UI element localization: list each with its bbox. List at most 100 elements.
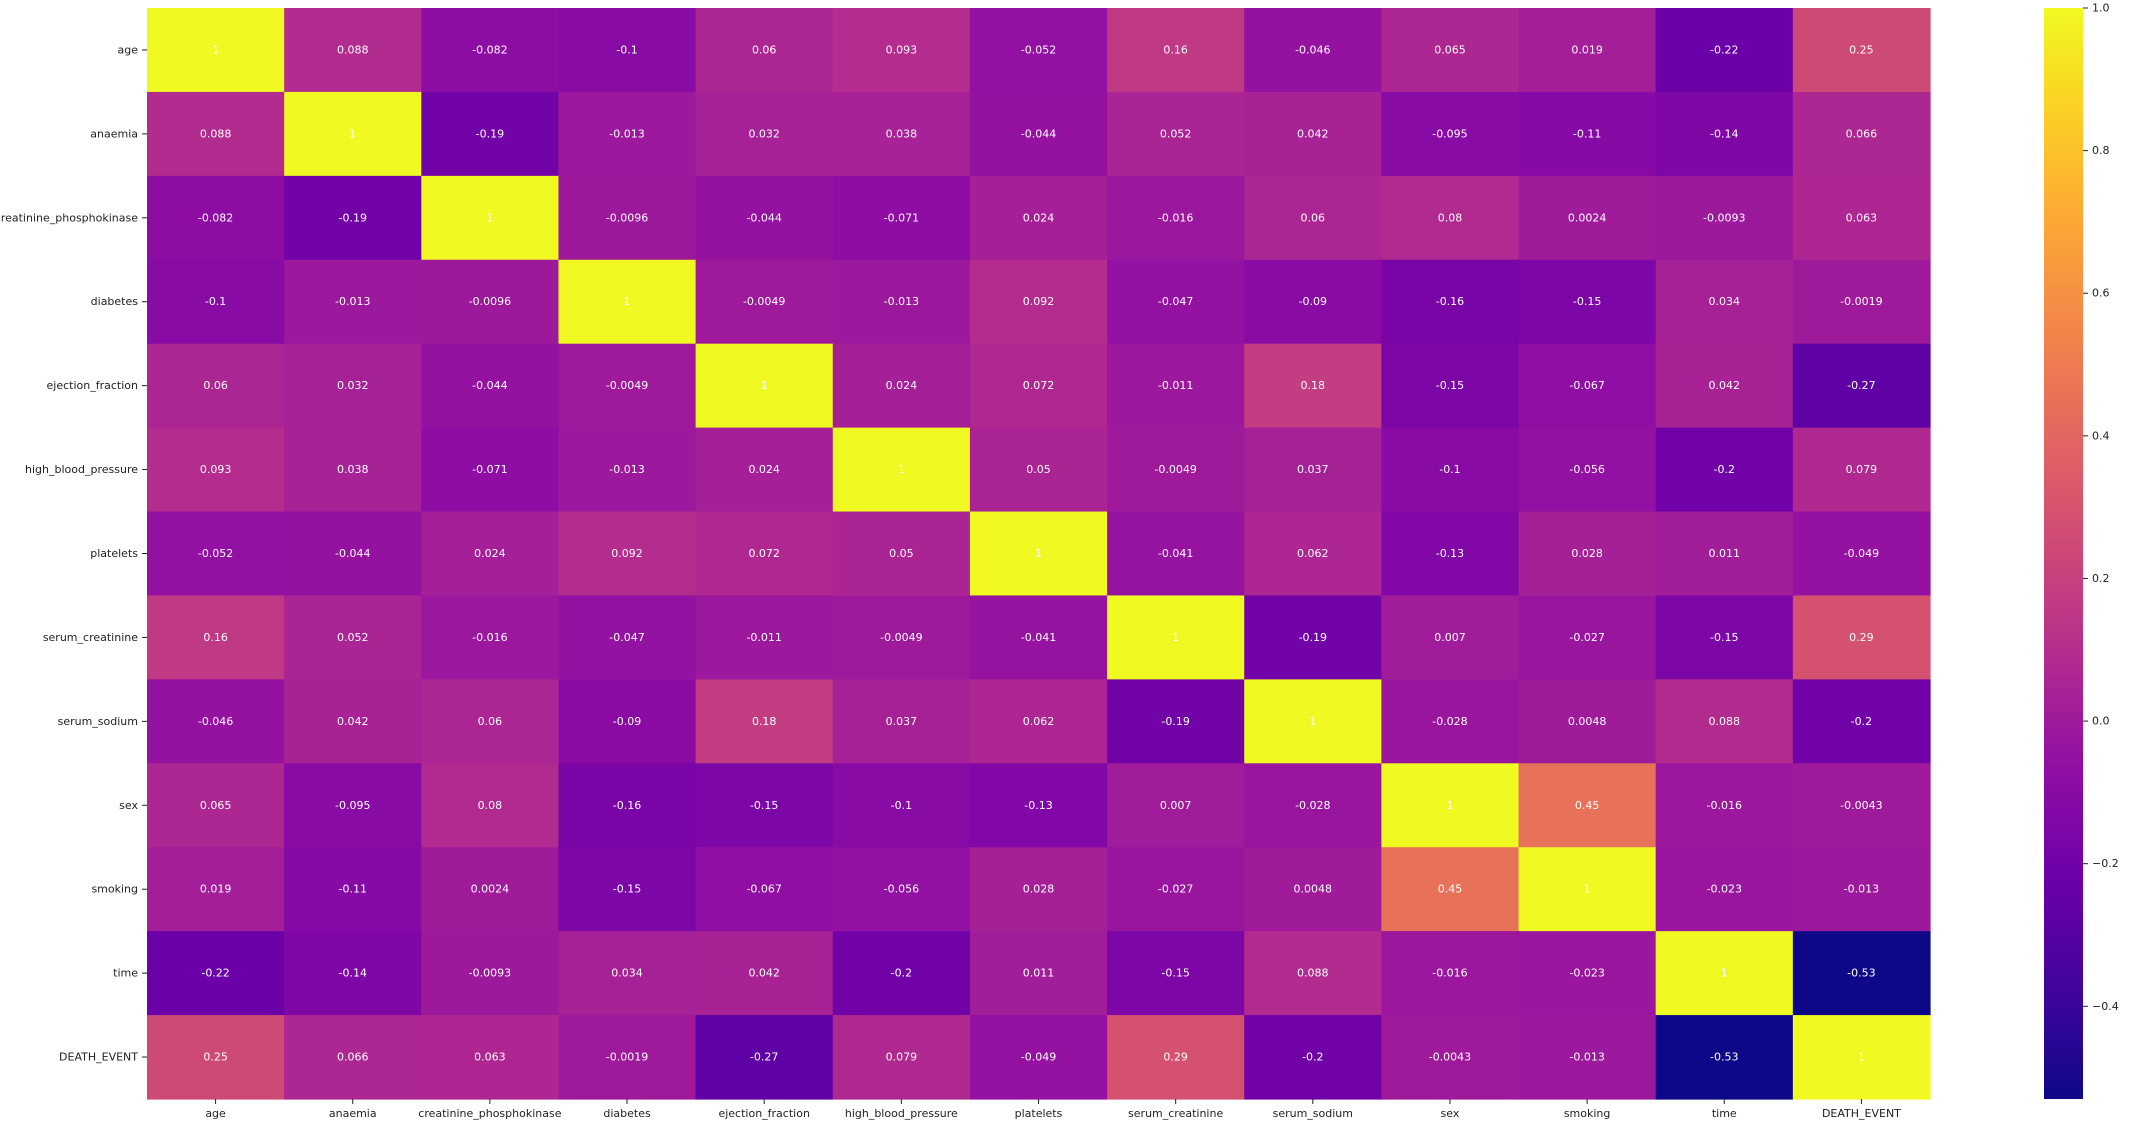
cell-value-label: -0.1 [1439, 463, 1460, 476]
cell-value-label: 0.024 [886, 379, 918, 392]
cell-value-label: -0.041 [1021, 631, 1056, 644]
cell-value-label: -0.19 [338, 211, 366, 224]
cell-value-label: -0.049 [1021, 1051, 1056, 1064]
heatmap-cell [1655, 511, 1794, 597]
cell-value-label: 0.028 [1571, 547, 1603, 560]
cell-value-label: 1 [349, 127, 356, 140]
heatmap-cell [969, 91, 1108, 177]
heatmap-cell [1107, 931, 1245, 1016]
cell-value-label: -0.13 [1436, 547, 1464, 560]
row-tick-label: DEATH_EVENT [59, 1051, 138, 1064]
heatmap-cell [695, 1015, 834, 1100]
heatmap-cell [832, 91, 971, 177]
row-tick-label: serum_sodium [58, 715, 138, 728]
cell-value-label: 0.028 [1023, 883, 1055, 896]
cell-value-label: -0.0019 [1840, 295, 1882, 308]
heatmap-cell [147, 511, 285, 597]
column-tick-label: creatinine_phosphokinase [418, 1107, 561, 1120]
cell-value-label: -0.013 [609, 463, 644, 476]
cell-value-label: -0.19 [476, 127, 504, 140]
heatmap-cell [1244, 595, 1382, 680]
heatmap-cell [1107, 259, 1245, 345]
heatmap-cell [558, 847, 697, 932]
cell-value-label: -0.15 [1436, 379, 1464, 392]
heatmap-cell [1244, 511, 1382, 597]
cell-value-label: -0.09 [613, 715, 641, 728]
heatmap-cell [1655, 847, 1794, 932]
heatmap-cell [1655, 595, 1794, 680]
cell-value-label: -0.041 [1158, 547, 1193, 560]
heatmap-cell [421, 931, 560, 1016]
cell-value-label: 0.066 [1846, 127, 1878, 140]
heatmap-cell [1792, 175, 1931, 261]
heatmap-cell [1381, 1015, 1520, 1100]
heatmap-cell [969, 343, 1108, 429]
heatmap-cell [1792, 763, 1931, 848]
heatmap-cell [1244, 175, 1382, 261]
cell-value-label: -0.013 [884, 295, 919, 308]
row-tick-label: platelets [90, 547, 138, 560]
cell-value-label: -0.15 [613, 883, 641, 896]
column-tick-labels: age anaemia creatinine_phosphokinase diabet… [205, 1099, 1901, 1120]
heatmap-cell [969, 931, 1108, 1016]
heatmap-cell [832, 931, 971, 1016]
heatmap-cell [421, 679, 560, 764]
heatmap-cell [1381, 763, 1520, 848]
heatmap-cell [421, 763, 560, 848]
cell-value-label: 0.011 [1023, 967, 1055, 980]
heatmap-cell [695, 175, 834, 261]
cell-value-label: -0.016 [472, 631, 507, 644]
heatmap-cell [558, 763, 697, 848]
cell-value-label: -0.071 [472, 463, 507, 476]
heatmap-cell [1655, 1015, 1794, 1100]
cell-value-label: -0.044 [472, 379, 507, 392]
cell-value-label: -0.15 [1161, 967, 1189, 980]
cell-value-label: -0.16 [1436, 295, 1464, 308]
heatmap-cell [147, 91, 285, 177]
heatmap-cell [1107, 343, 1245, 429]
heatmap-cell [421, 595, 560, 680]
cell-value-label: -0.046 [1295, 43, 1330, 56]
heatmap-cell [1107, 427, 1245, 513]
cell-value-label: 0.092 [611, 547, 643, 560]
cell-value-label: 0.019 [1571, 43, 1603, 56]
heatmap-cell [1792, 511, 1931, 597]
cell-value-label: -0.013 [1844, 883, 1879, 896]
cell-value-label: -0.013 [609, 127, 644, 140]
heatmap-cell [1792, 931, 1931, 1016]
heatmap-cell [558, 175, 697, 261]
heatmap-cell [1518, 511, 1657, 597]
heatmap-cell [1381, 8, 1520, 93]
heatmap-cell [1792, 595, 1931, 680]
heatmap-cell [1244, 847, 1382, 932]
cell-value-label: -0.0043 [1429, 1051, 1471, 1064]
cell-value-label: 0.065 [1434, 43, 1466, 56]
cell-value-label: 0.062 [1297, 547, 1329, 560]
column-tick-label: platelets [1015, 1107, 1063, 1120]
column-tick-label: serum_creatinine [1128, 1107, 1223, 1120]
cell-value-label: -0.067 [746, 883, 781, 896]
cell-value-label: -0.049 [1844, 547, 1879, 560]
heatmap-cell [1244, 91, 1382, 177]
heatmap-cell [1655, 679, 1794, 764]
cell-value-label: -0.044 [335, 547, 370, 560]
heatmap-cell [558, 595, 697, 680]
cell-value-label: -0.016 [1158, 211, 1193, 224]
heatmap-cell [1381, 427, 1520, 513]
heatmap-cell [832, 343, 971, 429]
cell-value-label: -0.2 [891, 967, 912, 980]
heatmap-cell [1107, 847, 1245, 932]
heatmap-cell [695, 343, 834, 429]
heatmap-cell [1792, 1015, 1931, 1100]
cell-value-label: -0.14 [338, 967, 366, 980]
cell-value-label: -0.09 [1299, 295, 1327, 308]
heatmap-cell [1518, 1015, 1657, 1100]
cell-value-label: 0.05 [1026, 463, 1051, 476]
column-tick-label: ejection_fraction [718, 1107, 809, 1120]
cell-value-label: 0.052 [337, 631, 369, 644]
cell-value-label: -0.027 [1569, 631, 1604, 644]
heatmap-cell [1244, 679, 1382, 764]
cell-value-label: -0.016 [1707, 799, 1742, 812]
heatmap-cell [1655, 427, 1794, 513]
cell-value-label: 0.088 [200, 127, 232, 140]
